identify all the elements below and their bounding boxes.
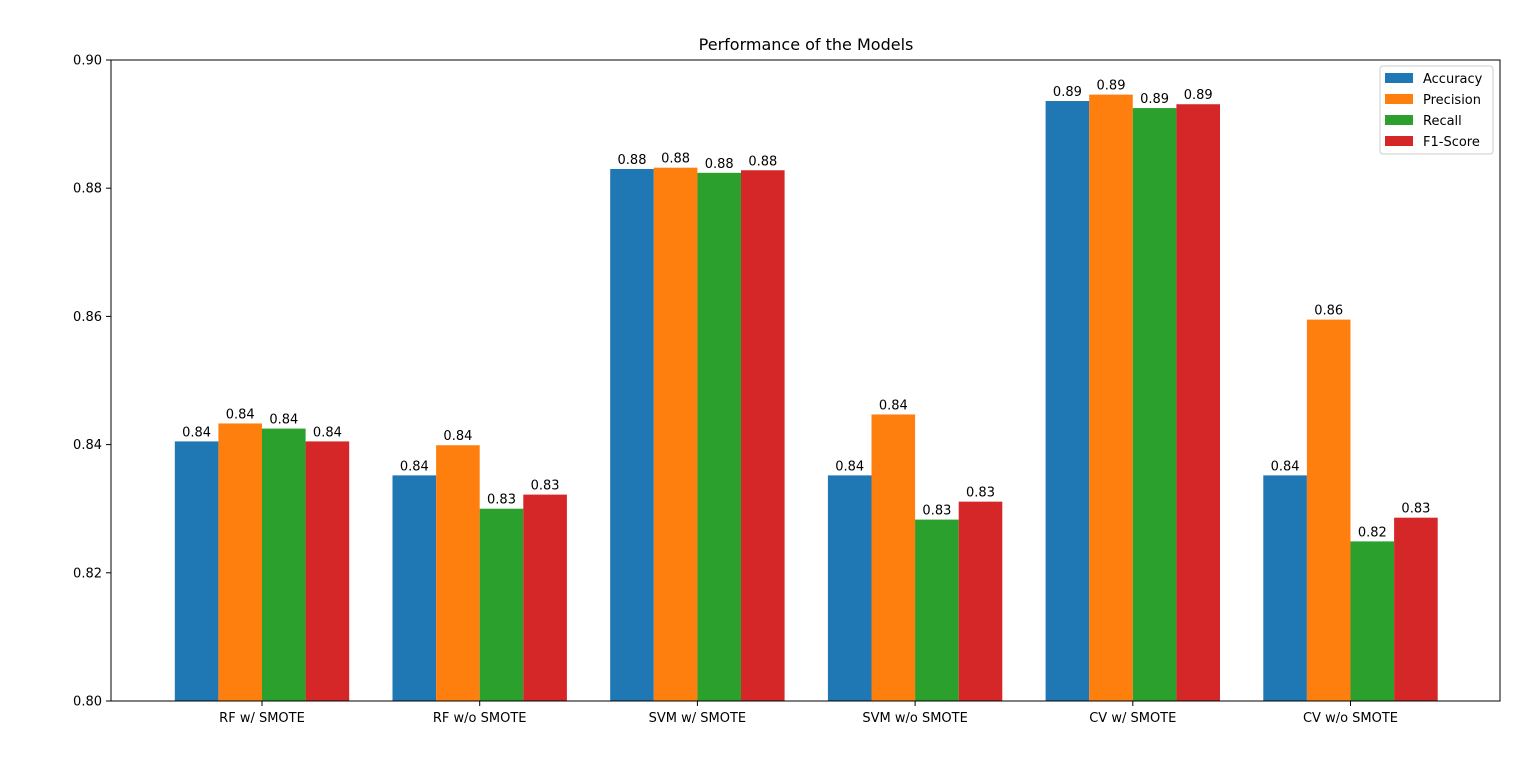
- bar-value-label: 0.83: [1401, 502, 1430, 517]
- legend-swatch-recall: [1385, 115, 1413, 125]
- x-tick-label: SVM w/o SMOTE: [862, 711, 967, 726]
- y-tick-label: 0.84: [73, 438, 102, 453]
- bar-labels-group: 0.84 0.84 0.84 0.84 0.84 0.84 0.83 0.83 0.88 0.88…: [182, 79, 1430, 541]
- bar-accuracy-2: [610, 168, 654, 702]
- bar-value-label: 0.84: [226, 407, 255, 422]
- bars-group: [174, 94, 1438, 702]
- bar-accuracy-5: [1263, 475, 1307, 701]
- bar-recall-4: [1132, 108, 1177, 701]
- y-tick-label: 0.88: [73, 182, 102, 197]
- bar-value-label: 0.84: [443, 429, 472, 444]
- x-axis: RF w/ SMOTE RF w/o SMOTE SVM w/ SMOTE SVM w…: [219, 701, 1398, 726]
- legend-box: [1379, 65, 1494, 155]
- bar-value-label: 0.89: [1140, 92, 1169, 107]
- legend-swatch-accuracy: [1385, 73, 1413, 83]
- y-tick-label: 0.82: [73, 566, 102, 581]
- bar-value-label: 0.84: [269, 413, 298, 428]
- bar-precision-3: [871, 414, 916, 701]
- y-tick-label: 0.90: [73, 54, 102, 69]
- bar-recall-1: [479, 508, 524, 701]
- y-tick-label: 0.86: [73, 310, 102, 325]
- bar-precision-1: [436, 445, 480, 701]
- bar-value-label: 0.84: [400, 459, 429, 474]
- bar-accuracy-0: [174, 441, 219, 701]
- x-tick-label: RF w/o SMOTE: [433, 711, 527, 726]
- bar-value-label: 0.83: [922, 504, 951, 519]
- legend-label-accuracy: Accuracy: [1423, 72, 1483, 87]
- bar-recall-0: [262, 428, 306, 701]
- bar-value-label: 0.86: [1314, 304, 1343, 319]
- bar-value-label: 0.84: [835, 459, 864, 474]
- plot-frame: [110, 59, 1501, 702]
- x-tick-label: SVM w/ SMOTE: [649, 711, 747, 726]
- bar-value-label: 0.88: [748, 154, 777, 169]
- bar-accuracy-1: [392, 475, 437, 701]
- bar-precision-4: [1089, 94, 1133, 702]
- y-tick-label: 0.80: [73, 695, 102, 710]
- bar-value-label: 0.88: [661, 152, 690, 167]
- legend-swatch-f1-score: [1385, 136, 1413, 146]
- bar-value-label: 0.82: [1358, 525, 1387, 540]
- bar-value-label: 0.84: [182, 425, 211, 440]
- bar-f1-score-2: [741, 170, 785, 701]
- bar-recall-3: [915, 519, 959, 701]
- legend-swatch-precision: [1385, 94, 1413, 104]
- legend-label-recall: Recall: [1423, 114, 1462, 129]
- legend-label-precision: Precision: [1423, 93, 1481, 108]
- bar-value-label: 0.88: [618, 153, 647, 168]
- chart-title: Performance of the Models: [699, 35, 914, 54]
- x-tick-label: CV w/o SMOTE: [1303, 711, 1398, 726]
- bar-value-label: 0.84: [313, 425, 342, 440]
- x-tick-label: RF w/ SMOTE: [219, 711, 305, 726]
- bar-value-label: 0.84: [879, 398, 908, 413]
- bar-f1-score-5: [1394, 517, 1438, 701]
- bar-value-label: 0.83: [531, 479, 560, 494]
- y-axis: 0.80 0.82 0.84 0.86 0.88 0.90: [73, 54, 111, 710]
- bar-value-label: 0.88: [705, 157, 734, 172]
- legend-label-f1-score: F1-Score: [1423, 135, 1480, 150]
- bar-accuracy-4: [1045, 101, 1090, 701]
- bar-value-label: 0.84: [1271, 459, 1300, 474]
- bar-accuracy-3: [827, 475, 872, 701]
- bar-precision-2: [653, 167, 698, 701]
- bar-precision-5: [1306, 319, 1351, 701]
- x-tick-label: CV w/ SMOTE: [1089, 711, 1176, 726]
- bar-recall-2: [697, 172, 741, 701]
- legend: Accuracy Precision Recall F1-Score: [1379, 65, 1494, 155]
- bar-value-label: 0.89: [1097, 79, 1126, 94]
- bar-f1-score-1: [523, 494, 567, 701]
- bar-value-label: 0.89: [1184, 88, 1213, 103]
- bar-value-label: 0.83: [487, 493, 516, 508]
- bar-value-label: 0.83: [966, 486, 995, 501]
- bar-recall-5: [1350, 541, 1395, 701]
- bar-f1-score-0: [305, 441, 350, 701]
- bar-f1-score-4: [1176, 104, 1220, 702]
- bar-value-label: 0.89: [1053, 85, 1082, 100]
- bar-precision-0: [218, 423, 262, 701]
- bar-f1-score-3: [958, 501, 1003, 701]
